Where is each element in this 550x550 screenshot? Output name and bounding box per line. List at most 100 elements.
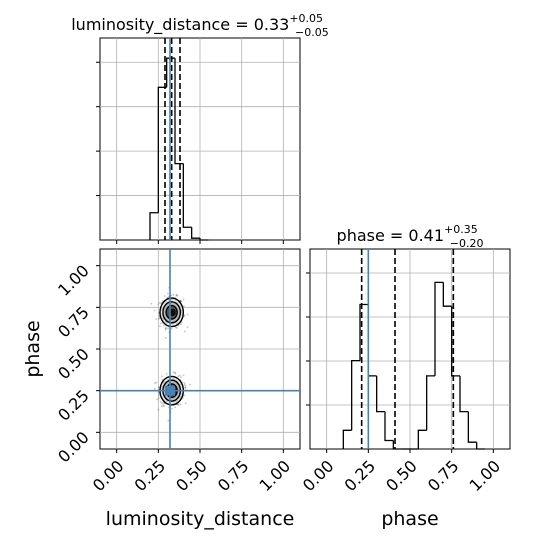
title-phase-name: phase xyxy=(337,226,385,245)
x-tick-label: 1.00 xyxy=(466,456,505,495)
phase-x-tick-labels: 0.00 0.25 0.50 0.75 1.00 xyxy=(299,456,504,495)
sample-point xyxy=(183,394,186,397)
hist-bin xyxy=(367,304,377,377)
sample-point xyxy=(163,295,166,297)
hist-bin xyxy=(459,375,469,413)
sample-point xyxy=(183,383,186,386)
hist-bin xyxy=(342,429,352,449)
hist-bin xyxy=(417,429,427,449)
sample-point xyxy=(174,371,177,374)
title-ld-name: luminosity_distance xyxy=(71,15,230,35)
joint-ticks xyxy=(96,265,284,453)
title-phase-plus: +0.35 xyxy=(444,223,478,236)
hist-bin xyxy=(467,411,477,443)
sample-point xyxy=(182,298,185,301)
sample-point xyxy=(163,405,165,407)
sample-point xyxy=(157,391,160,394)
title-ld-minus: −0.05 xyxy=(295,26,329,39)
sample-point xyxy=(179,403,182,406)
title-phase: phase = 0.41+0.35 −0.20 xyxy=(337,223,484,250)
x-tick-label: 1.00 xyxy=(256,456,295,495)
title-luminosity-distance: luminosity_distance = 0.33+0.05 −0.05 xyxy=(71,12,329,39)
sample-point xyxy=(180,376,182,379)
sample-point xyxy=(182,374,185,377)
hist-bin xyxy=(434,281,444,376)
y-tick-label: 0.50 xyxy=(54,344,93,383)
sample-point xyxy=(162,404,165,406)
sample-point xyxy=(174,406,177,409)
sample-point xyxy=(165,372,168,375)
sample-point xyxy=(184,386,187,389)
truth-marker xyxy=(165,385,175,396)
title-phase-equals: = xyxy=(385,226,409,245)
panel-luminosity-distance-hist xyxy=(96,37,301,244)
x-tick-label: 0.25 xyxy=(341,456,380,495)
title-ld-value: 0.33 xyxy=(254,15,290,34)
hist-bin xyxy=(149,212,159,240)
sample-point xyxy=(189,383,192,386)
x-axis-label-luminosity-distance: luminosity_distance xyxy=(106,508,295,530)
sample-point xyxy=(182,305,185,308)
sample-point xyxy=(157,303,160,306)
hist-bin xyxy=(376,375,385,413)
phase-hist-steps xyxy=(342,281,485,450)
sample-point xyxy=(176,327,178,329)
y-tick-label: 0.00 xyxy=(54,428,93,467)
sample-point xyxy=(177,375,180,378)
sample-point xyxy=(161,375,163,378)
x-tick-label: 0.50 xyxy=(382,456,421,495)
sample-point xyxy=(184,386,187,389)
sample-point xyxy=(176,294,178,296)
sample-point xyxy=(161,405,163,408)
hist-bin xyxy=(426,375,435,431)
sample-point xyxy=(170,294,173,297)
sample-point xyxy=(154,382,156,384)
x-tick-label: 0.00 xyxy=(299,456,338,495)
hist-bin xyxy=(182,163,192,228)
sample-point xyxy=(158,386,160,389)
title-phase-value: 0.41 xyxy=(408,226,444,245)
sample-point xyxy=(167,327,170,330)
sample-point xyxy=(157,408,160,411)
y-tick-label: 0.25 xyxy=(54,386,93,425)
x-tick-label: 0.00 xyxy=(89,456,128,495)
phase-hist-ticks xyxy=(306,272,494,453)
sample-point xyxy=(167,292,169,295)
hist-bin xyxy=(351,359,360,431)
x-tick-label: 0.25 xyxy=(131,456,170,495)
ld-hist-steps xyxy=(149,57,209,241)
sample-point xyxy=(159,322,162,325)
phase-hist-grid xyxy=(310,249,510,449)
y-tick-label: 1.00 xyxy=(54,261,93,300)
sample-point xyxy=(187,313,189,316)
sample-point xyxy=(153,309,156,312)
sample-point xyxy=(159,325,162,328)
sample-point xyxy=(156,398,159,401)
sample-point xyxy=(183,314,186,317)
sample-point xyxy=(162,325,165,327)
hist-bin xyxy=(174,58,184,165)
sample-point xyxy=(171,407,173,410)
ld-quantile-lines xyxy=(164,38,181,240)
joint-truth-lines xyxy=(100,249,300,449)
sample-point xyxy=(184,402,187,405)
joint-x-tick-labels: 0.00 0.25 0.50 0.75 1.00 xyxy=(89,456,294,495)
joint-y-tick-labels: 0.000.250.500.751.00 xyxy=(54,261,93,466)
sample-point xyxy=(155,381,158,384)
hist-bin xyxy=(191,227,200,239)
sample-point xyxy=(180,323,183,326)
sample-point xyxy=(174,372,177,374)
y-axis-label-phase: phase xyxy=(22,320,44,377)
sample-point xyxy=(164,336,167,339)
sample-point xyxy=(167,419,170,422)
x-axis-label-phase: phase xyxy=(381,508,438,530)
contour-core xyxy=(169,308,176,317)
sample-point xyxy=(183,382,186,385)
sample-point xyxy=(158,317,160,320)
sample-point xyxy=(175,294,178,296)
hist-bin xyxy=(359,303,369,361)
joint-grid xyxy=(100,249,300,449)
sample-point xyxy=(180,300,183,303)
x-tick-label: 0.50 xyxy=(172,456,211,495)
